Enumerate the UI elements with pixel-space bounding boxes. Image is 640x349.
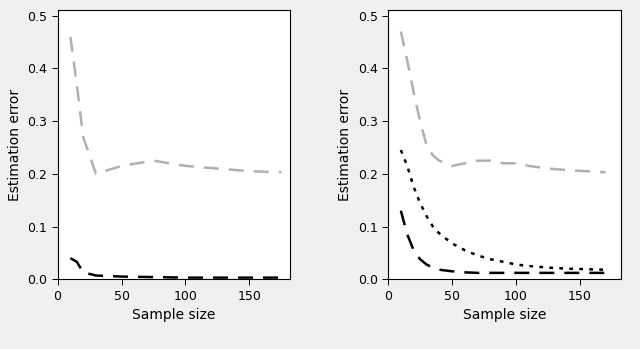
- Y-axis label: Estimation error: Estimation error: [338, 89, 352, 201]
- X-axis label: Sample size: Sample size: [463, 308, 546, 322]
- X-axis label: Sample size: Sample size: [132, 308, 216, 322]
- Y-axis label: Estimation error: Estimation error: [8, 89, 22, 201]
